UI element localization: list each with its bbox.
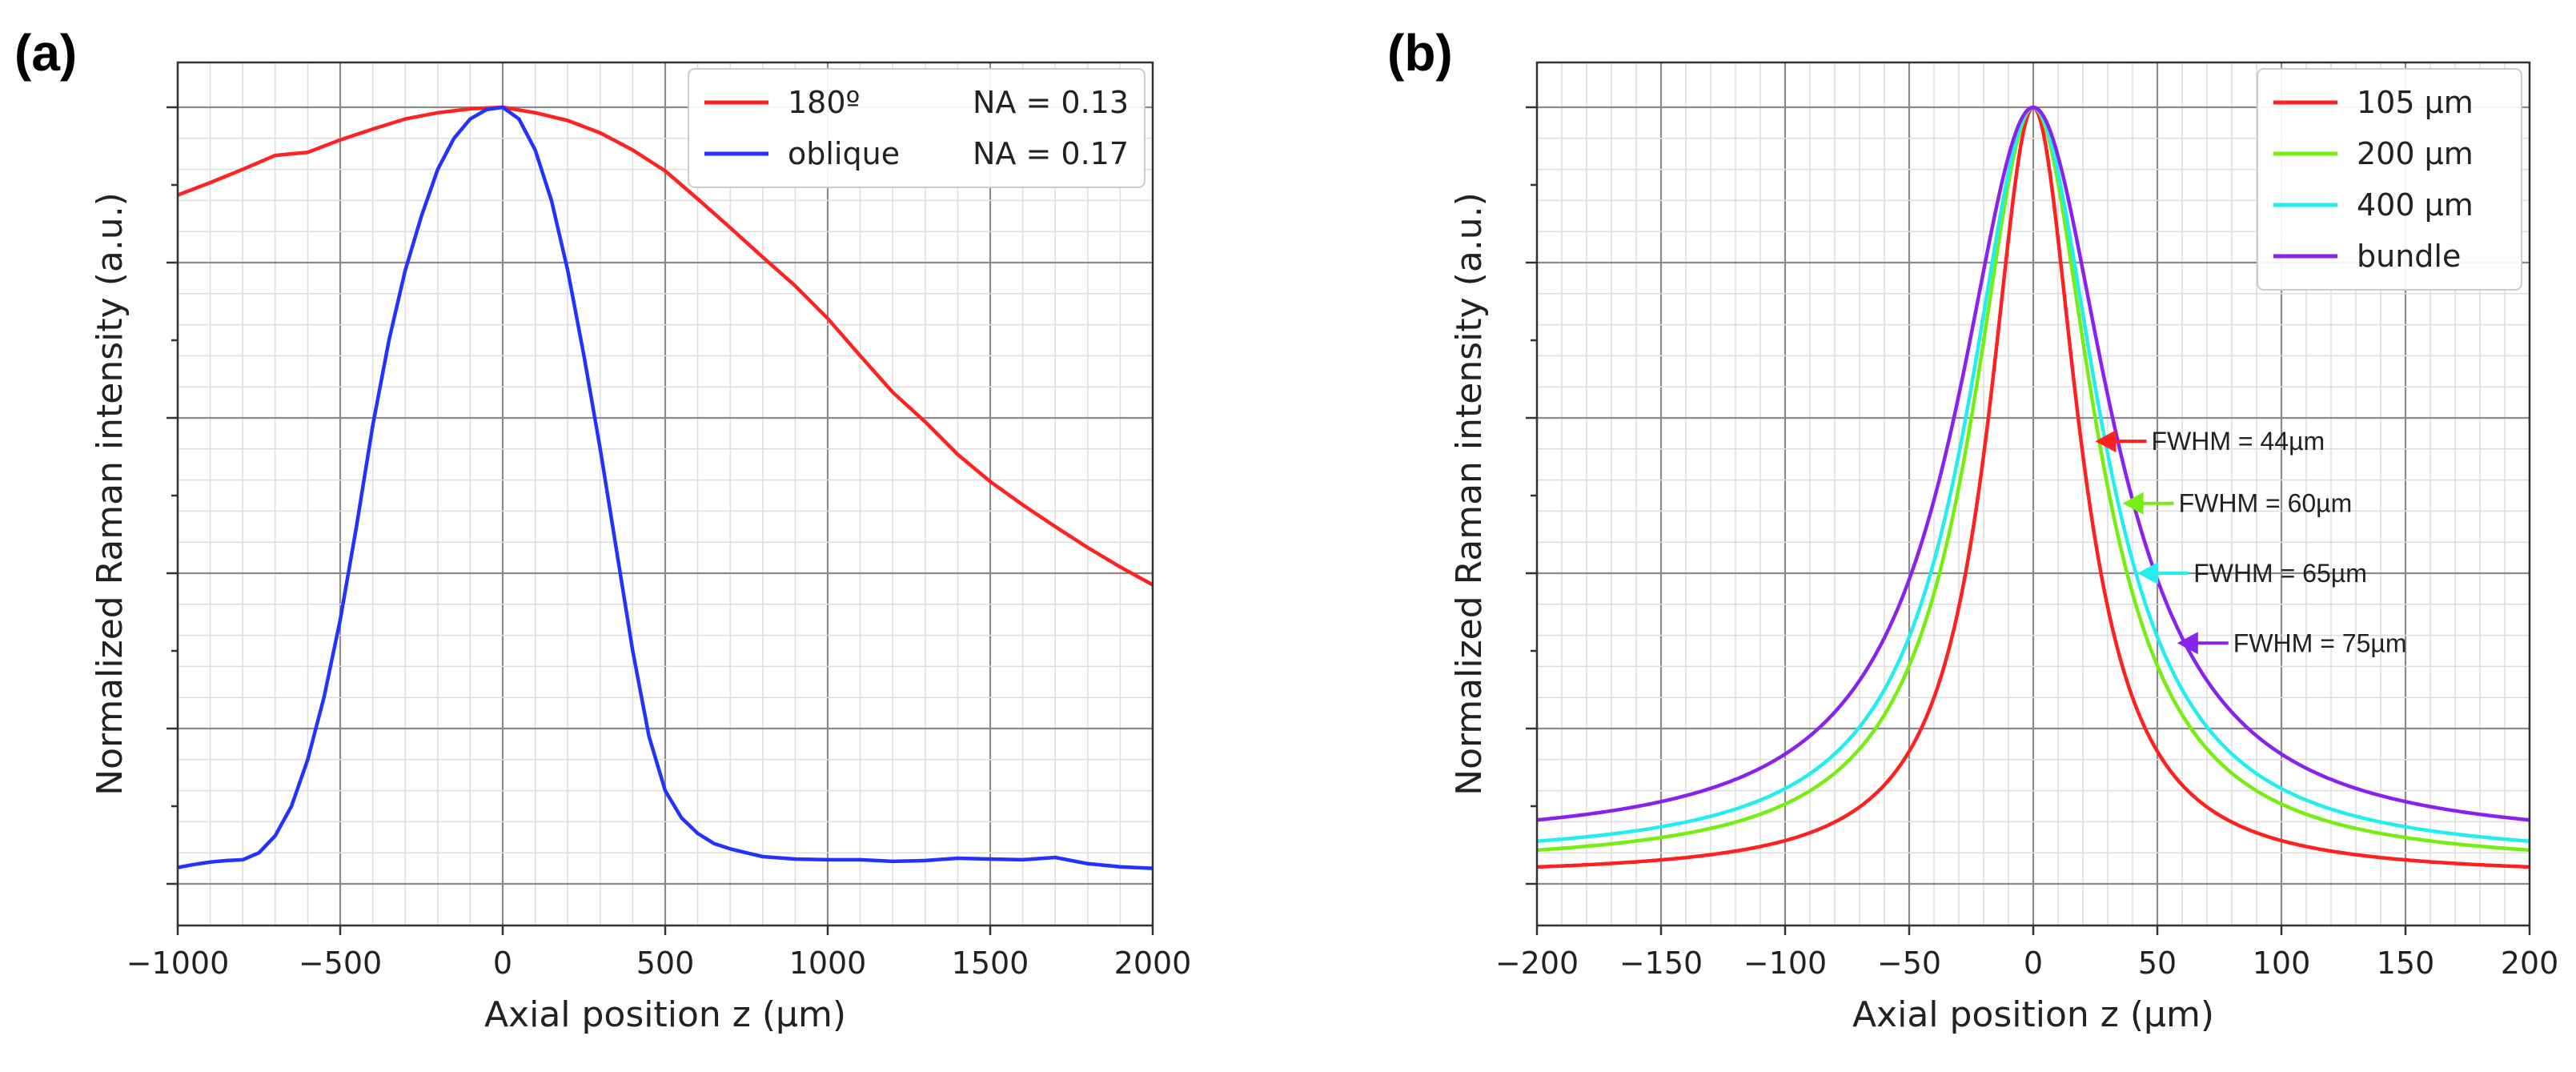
x-tick-label: 150 <box>2377 946 2435 981</box>
panel-a-x-axis-title: Axial position z (µm) <box>484 994 846 1035</box>
x-tick-label: 1000 <box>789 946 867 981</box>
fwhm-annotation: FWHM = 65µm <box>2193 559 2367 588</box>
x-tick-label: 2000 <box>1114 946 1192 981</box>
legend-label: 180º <box>788 85 860 120</box>
x-tick-label: −150 <box>1619 946 1703 981</box>
panel-a-series <box>178 105 1153 870</box>
panel-a-y-axis-title: Normalized Raman intensity (a.u.) <box>90 192 130 796</box>
x-tick-label: 1500 <box>952 946 1029 981</box>
panel-b: (b) −200 −150 −100 −50 0 50 100 150 200 Axial po… <box>1387 24 2558 1035</box>
x-tick-label: 500 <box>636 946 695 981</box>
legend-label: 400 µm <box>2357 187 2474 223</box>
legend-label: bundle <box>2357 239 2461 274</box>
x-tick-label: 0 <box>493 946 512 981</box>
panel-a-label: (a) <box>14 24 77 82</box>
x-tick-label: 50 <box>2138 946 2177 981</box>
panel-b-annotations: FWHM = 44µm FWHM = 60µm FWHM = 65µm FWHM = … <box>2095 427 2407 657</box>
series-line-1 <box>178 105 1153 870</box>
legend-note: NA = 0.17 <box>973 136 1129 171</box>
x-tick-label: 100 <box>2253 946 2311 981</box>
panel-b-series <box>1537 105 2530 869</box>
panel-a-grid <box>176 62 1154 925</box>
x-tick-label: −100 <box>1743 946 1827 981</box>
legend-label: 200 µm <box>2357 136 2474 171</box>
panel-b-x-axis-title: Axial position z (µm) <box>1852 994 2214 1035</box>
panel-b-legend: 105 µm 200 µm 400 µm bundle <box>2257 68 2522 291</box>
series-line-0 <box>178 105 1153 587</box>
panel-b-label: (b) <box>1387 24 1453 82</box>
fwhm-annotation: FWHM = 60µm <box>2179 489 2353 518</box>
panel-a-ticks: −1000 −500 0 500 1000 1500 2000 <box>126 106 1192 981</box>
annotation-arrowhead <box>2177 632 2198 655</box>
x-tick-label: −200 <box>1495 946 1579 981</box>
annotation-arrowhead <box>2095 430 2117 453</box>
panel-a: (a) −1000 −500 0 500 1000 1500 2000 Axial posi… <box>14 24 1191 1035</box>
x-tick-label: −500 <box>299 946 382 981</box>
panel-b-y-axis-title: Normalized Raman intensity (a.u.) <box>1449 192 1490 796</box>
x-tick-label: −50 <box>1877 946 1941 981</box>
fwhm-annotation: FWHM = 75µm <box>2233 628 2407 657</box>
legend-box <box>688 68 1146 188</box>
legend-label: 105 µm <box>2357 85 2474 120</box>
legend-box <box>2257 68 2522 291</box>
annotation-arrowhead <box>2137 562 2159 584</box>
panel-a-legend: 180º NA = 0.13 oblique NA = 0.17 <box>688 68 1146 188</box>
annotation-arrowhead <box>2122 492 2144 515</box>
legend-note: NA = 0.13 <box>973 85 1129 120</box>
x-tick-label: 200 <box>2501 946 2559 981</box>
panel-b-ticks: −200 −150 −100 −50 0 50 100 150 200 <box>1495 106 2559 981</box>
legend-label: oblique <box>788 136 900 171</box>
fwhm-annotation: FWHM = 44µm <box>2152 427 2325 456</box>
x-tick-label: −1000 <box>126 946 230 981</box>
series-line-3 <box>1537 105 2530 822</box>
x-tick-label: 0 <box>2024 946 2043 981</box>
